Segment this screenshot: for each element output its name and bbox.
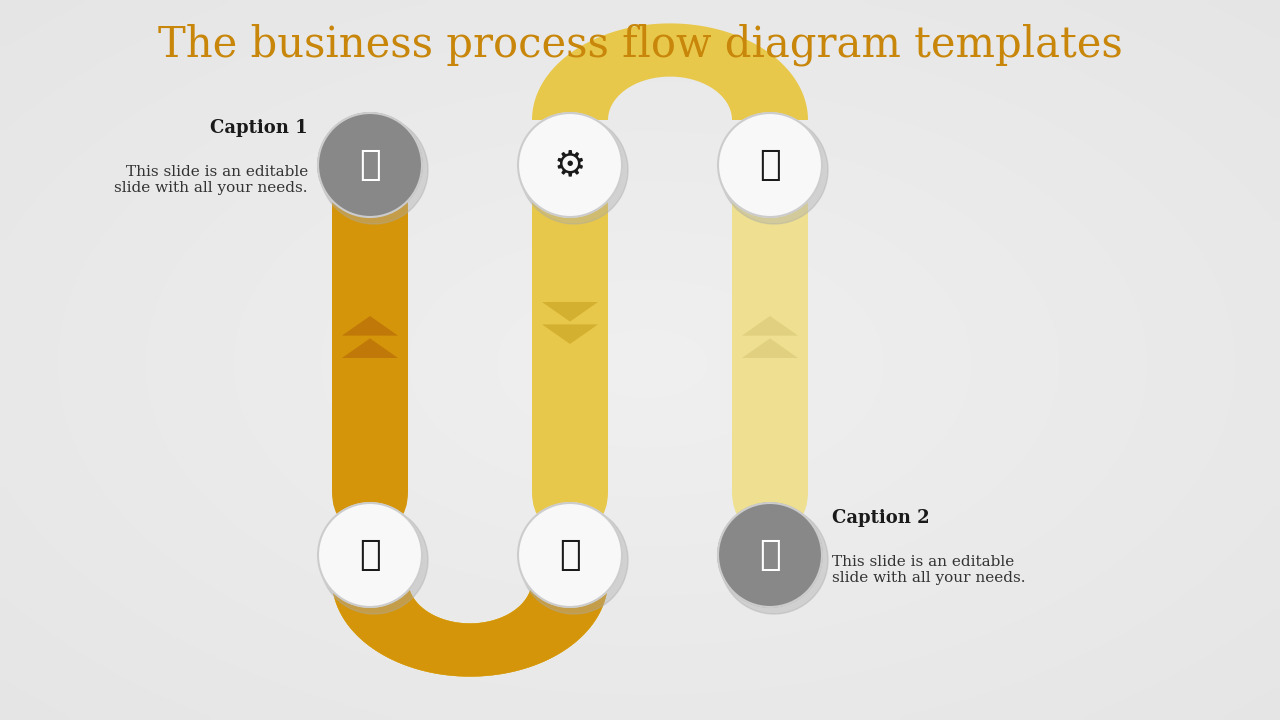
- Polygon shape: [332, 580, 608, 677]
- Polygon shape: [541, 302, 598, 322]
- Circle shape: [317, 503, 422, 607]
- Circle shape: [719, 116, 828, 224]
- Polygon shape: [532, 24, 808, 120]
- Text: 🎯: 🎯: [559, 538, 581, 572]
- Circle shape: [320, 506, 428, 614]
- Circle shape: [518, 113, 622, 217]
- Polygon shape: [742, 316, 797, 336]
- Text: 💼: 💼: [360, 538, 381, 572]
- Text: Caption 1: Caption 1: [210, 119, 308, 137]
- Text: 🤝: 🤝: [759, 538, 781, 572]
- Circle shape: [718, 503, 822, 607]
- Text: Caption 2: Caption 2: [832, 509, 929, 527]
- Polygon shape: [342, 316, 398, 336]
- Polygon shape: [332, 580, 608, 677]
- Circle shape: [520, 116, 628, 224]
- Circle shape: [719, 506, 828, 614]
- FancyBboxPatch shape: [732, 170, 808, 530]
- Circle shape: [317, 113, 422, 217]
- Text: This slide is an editable
slide with all your needs.: This slide is an editable slide with all…: [114, 165, 308, 195]
- FancyBboxPatch shape: [332, 170, 408, 530]
- Text: ⚙: ⚙: [554, 148, 586, 182]
- Circle shape: [518, 503, 622, 607]
- Circle shape: [320, 116, 428, 224]
- Circle shape: [718, 113, 822, 217]
- Text: 📊: 📊: [759, 148, 781, 182]
- Polygon shape: [742, 338, 797, 358]
- Polygon shape: [541, 325, 598, 344]
- FancyBboxPatch shape: [532, 170, 608, 530]
- Polygon shape: [342, 338, 398, 358]
- Polygon shape: [332, 580, 608, 677]
- Text: 💵: 💵: [360, 148, 381, 182]
- Text: The business process flow diagram templates: The business process flow diagram templa…: [157, 24, 1123, 66]
- Text: This slide is an editable
slide with all your needs.: This slide is an editable slide with all…: [832, 555, 1025, 585]
- Circle shape: [520, 506, 628, 614]
